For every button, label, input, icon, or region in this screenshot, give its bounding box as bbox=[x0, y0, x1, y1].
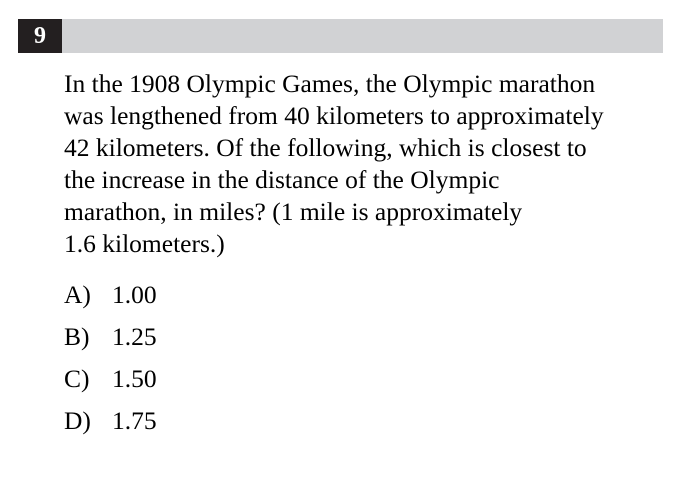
question-text: In the 1908 Olympic Games, the Olympic m… bbox=[64, 68, 674, 260]
choice-letter: B) bbox=[64, 322, 90, 351]
question-text-line: was lengthened from 40 kilometers to app… bbox=[64, 101, 604, 130]
question-text-line: 42 kilometers. Of the following, which i… bbox=[64, 133, 587, 162]
answer-choices: A) 1.00 B) 1.25 C) 1.50 D) 1.75 bbox=[64, 279, 157, 447]
answer-choice-d[interactable]: D) 1.75 bbox=[64, 405, 157, 447]
answer-choice-b[interactable]: B) 1.25 bbox=[64, 321, 157, 363]
choice-letter: A) bbox=[64, 280, 91, 309]
question-number: 9 bbox=[18, 19, 62, 53]
choice-value: 1.75 bbox=[112, 406, 157, 435]
answer-choice-a[interactable]: A) 1.00 bbox=[64, 279, 157, 321]
choice-value: 1.25 bbox=[112, 322, 157, 351]
choice-value: 1.50 bbox=[112, 364, 157, 393]
question-text-line: marathon, in miles? (1 mile is approxima… bbox=[64, 197, 523, 226]
choice-letter: C) bbox=[64, 364, 90, 393]
question-text-line: the increase in the distance of the Olym… bbox=[64, 165, 500, 194]
question-text-line: 1.6 kilometers.) bbox=[64, 229, 225, 258]
answer-choice-c[interactable]: C) 1.50 bbox=[64, 363, 157, 405]
choice-letter: D) bbox=[64, 406, 91, 435]
choice-value: 1.00 bbox=[112, 280, 157, 309]
question-header-bar: 9 bbox=[18, 19, 663, 53]
question-text-line: In the 1908 Olympic Games, the Olympic m… bbox=[64, 69, 596, 98]
